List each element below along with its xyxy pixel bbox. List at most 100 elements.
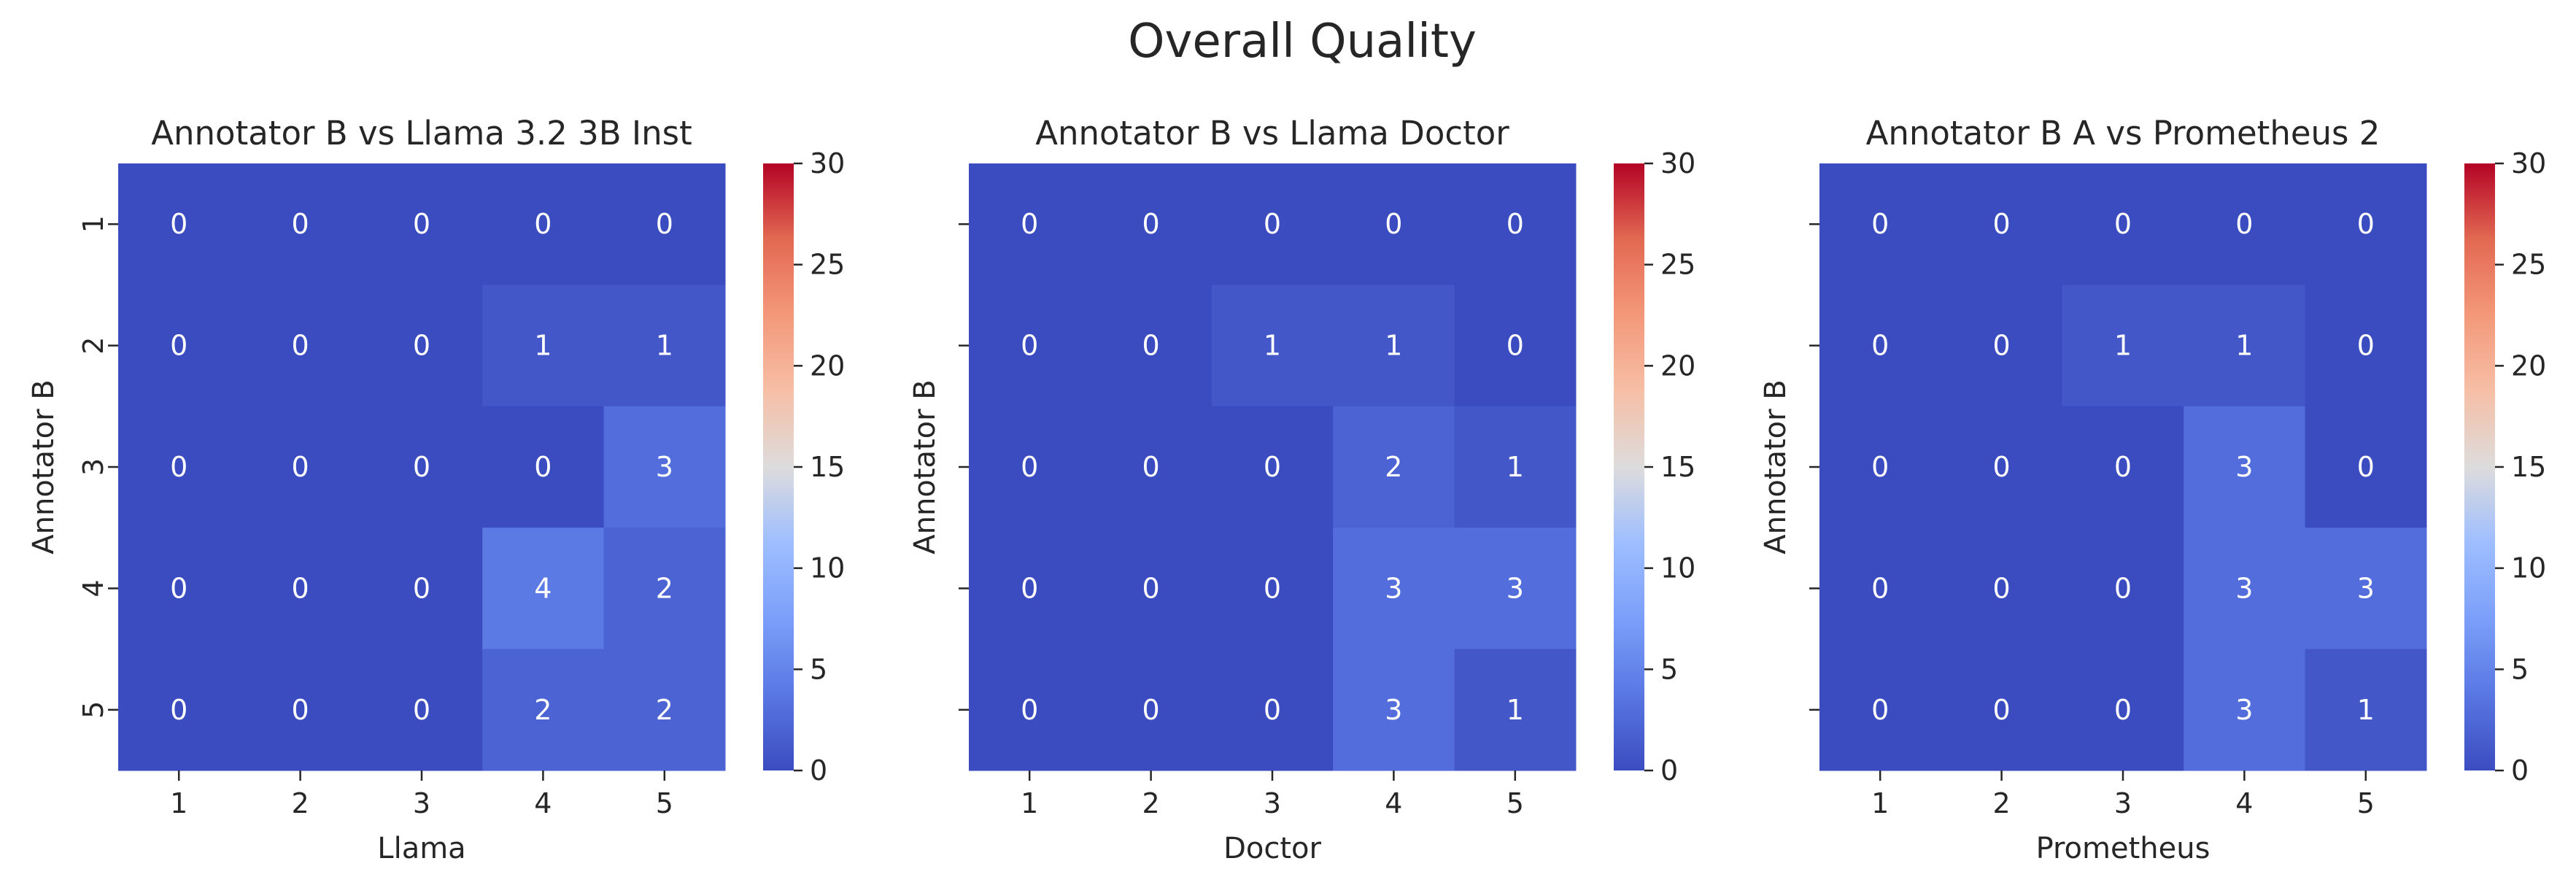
heatmap-cell (482, 285, 605, 407)
cell-value-label: 1 (2235, 330, 2253, 362)
colorbar-tick-label: 10 (2511, 552, 2546, 584)
heatmap-cell (1941, 649, 2063, 771)
heatmap-cell (1333, 406, 1455, 528)
cell-value-label: 3 (2235, 451, 2253, 483)
cell-value-label: 3 (1385, 572, 1402, 604)
cell-value-label: 1 (1385, 330, 1402, 362)
cell-value-label: 4 (534, 572, 552, 604)
heatmap-cell (482, 163, 605, 285)
heatmap-cell (1819, 406, 1941, 528)
heatmap-panel-1: Annotator B vs Llama 3.2 3B Inst 0 0 0 0 0 0 0 0… (27, 114, 845, 865)
heatmap-cell (1454, 163, 1577, 285)
colorbar-tick-label: 15 (810, 451, 845, 483)
cell-value-label: 3 (2357, 572, 2375, 604)
heatmap-cell (969, 406, 1091, 528)
cell-value-label: 0 (1142, 330, 1160, 362)
heatmap-cell (118, 285, 240, 407)
heatmap-cell (2184, 163, 2306, 285)
colorbar-tick-label: 20 (810, 349, 845, 382)
heatmap-cell (1454, 285, 1577, 407)
colorbar (2464, 163, 2495, 770)
cell-value-label: 0 (413, 451, 430, 483)
heatmap-cell (360, 285, 483, 407)
cell-value-label: 0 (170, 330, 187, 362)
x-tick-label: 3 (2114, 787, 2132, 819)
heatmap-cell (969, 163, 1091, 285)
x-tick-label: 5 (656, 787, 673, 819)
cell-value-label: 3 (1506, 572, 1524, 604)
cell-value-label: 2 (1385, 451, 1402, 483)
heatmap-cell (360, 406, 483, 528)
heatmap-cell (969, 285, 1091, 407)
heatmap-cell (1819, 528, 1941, 650)
cell-value-label: 0 (1142, 208, 1160, 240)
heatmap-cell (118, 163, 240, 285)
heatmap-cell (239, 163, 362, 285)
cell-value-label: 0 (413, 208, 430, 240)
heatmap-cell (603, 406, 726, 528)
cell-value-label: 0 (1021, 208, 1038, 240)
cell-value-label: 0 (1871, 694, 1889, 726)
x-axis-label: Doctor (1223, 832, 1321, 865)
heatmap-cell (1454, 528, 1577, 650)
cell-value-label: 0 (1993, 451, 2011, 483)
cell-value-label: 0 (2114, 451, 2132, 483)
heatmap-cell (1090, 163, 1212, 285)
heatmap-cell (1333, 285, 1455, 407)
cell-value-label: 0 (1506, 330, 1524, 362)
heatmap-cell (1454, 406, 1577, 528)
colorbar-tick-label: 10 (810, 552, 845, 584)
cell-value-label: 0 (2235, 208, 2253, 240)
heatmap-cell (1090, 528, 1212, 650)
heatmap-cell (1090, 406, 1212, 528)
heatmap-cell (2305, 406, 2427, 528)
x-tick-label: 3 (1264, 787, 1281, 819)
heatmap-cell (1941, 163, 2063, 285)
figure-title: Overall Quality (1128, 15, 1477, 69)
heatmap-cell (118, 528, 240, 650)
heatmap-cell (1333, 163, 1455, 285)
cell-value-label: 0 (170, 208, 187, 240)
colorbar-tick-label: 25 (810, 249, 845, 281)
cell-value-label: 0 (2114, 208, 2132, 240)
cell-value-label: 0 (413, 694, 430, 726)
colorbar-tick-label: 10 (1660, 552, 1695, 584)
colorbar-tick-label: 20 (2511, 349, 2546, 382)
cell-value-label: 0 (170, 572, 187, 604)
cell-value-label: 0 (2357, 330, 2375, 362)
heatmap-cell (1819, 649, 1941, 771)
cell-value-label: 0 (1142, 694, 1160, 726)
heatmap-cell (360, 163, 483, 285)
x-tick-label: 2 (1142, 787, 1160, 819)
cell-value-label: 0 (1993, 330, 2011, 362)
cell-value-label: 0 (2114, 694, 2132, 726)
heatmap-panel-3: Annotator B A vs Prometheus 20 0 0 0 00 0 1 1 00… (1759, 114, 2546, 865)
heatmap-cell (482, 406, 605, 528)
panel-title: Annotator B vs Llama 3.2 3B Inst (151, 114, 692, 152)
y-tick-label: 2 (77, 337, 109, 355)
x-tick-label: 4 (534, 787, 552, 819)
heatmap-cell (2062, 649, 2184, 771)
heatmap-cell (2305, 163, 2427, 285)
cell-value-label: 3 (2235, 572, 2253, 604)
heatmap-cell (239, 649, 362, 771)
heatmap-cell (1941, 406, 2063, 528)
cell-value-label: 0 (1871, 330, 1889, 362)
cell-value-label: 0 (1142, 451, 1160, 483)
x-tick-label: 5 (1506, 787, 1524, 819)
heatmap-cell (1819, 163, 1941, 285)
cell-value-label: 0 (1506, 208, 1524, 240)
cell-value-label: 0 (1142, 572, 1160, 604)
cell-value-label: 0 (1264, 572, 1281, 604)
heatmap-cell (239, 285, 362, 407)
cell-value-label: 0 (1871, 572, 1889, 604)
cell-value-label: 0 (534, 208, 552, 240)
cell-value-label: 0 (413, 330, 430, 362)
y-axis-label: Annotator B (1759, 379, 1792, 555)
cell-value-label: 0 (2357, 208, 2375, 240)
cell-value-label: 0 (1993, 694, 2011, 726)
cell-value-label: 0 (1871, 208, 1889, 240)
heatmap-cell (2305, 285, 2427, 407)
y-tick-label: 3 (77, 458, 109, 476)
